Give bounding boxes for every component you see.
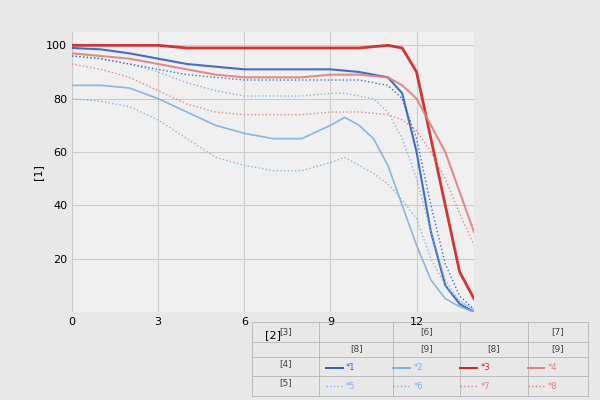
Text: *6: *6 <box>0 399 1 400</box>
Text: [3]: [3] <box>279 327 292 336</box>
Text: [5]: [5] <box>279 378 292 387</box>
Text: [6]: [6] <box>421 327 433 336</box>
Text: *2: *2 <box>0 399 1 400</box>
Text: [8]: [8] <box>350 344 362 353</box>
Text: *7: *7 <box>0 399 1 400</box>
Text: *5: *5 <box>346 382 356 391</box>
Text: *8: *8 <box>0 399 1 400</box>
X-axis label: [2]: [2] <box>265 330 281 340</box>
Text: *8: *8 <box>548 382 557 391</box>
Text: *3: *3 <box>0 399 1 400</box>
Text: *5: *5 <box>0 399 1 400</box>
Text: *1: *1 <box>346 363 356 372</box>
Text: [9]: [9] <box>551 344 564 353</box>
Text: [8]: [8] <box>488 344 500 353</box>
Text: *1: *1 <box>0 399 1 400</box>
Text: *6: *6 <box>413 382 423 391</box>
Text: *7: *7 <box>481 382 490 391</box>
Y-axis label: [1]: [1] <box>34 164 43 180</box>
Text: *2: *2 <box>413 363 423 372</box>
Text: [9]: [9] <box>421 344 433 353</box>
Text: *4: *4 <box>0 399 1 400</box>
Text: *3: *3 <box>481 363 490 372</box>
Text: *4: *4 <box>548 363 557 372</box>
Text: [7]: [7] <box>551 327 564 336</box>
Text: [4]: [4] <box>279 359 292 368</box>
